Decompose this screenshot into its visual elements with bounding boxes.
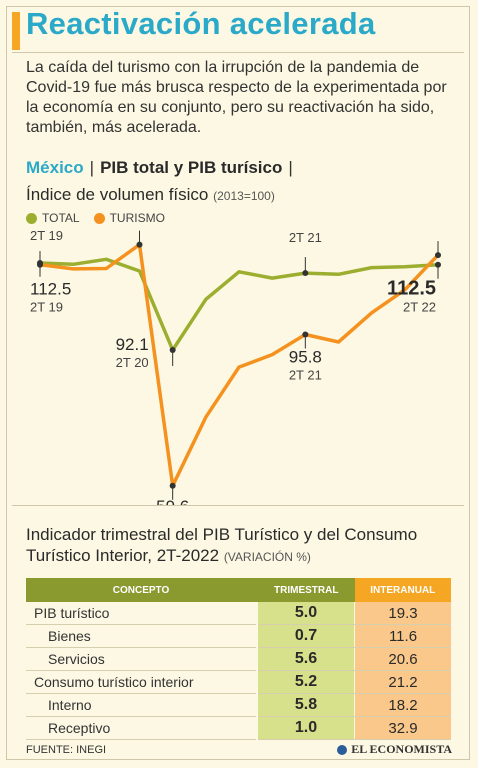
chart-measure-unit: (2013=100) bbox=[213, 189, 275, 203]
brand-name: EL ECONOMISTA bbox=[351, 742, 452, 756]
table-title: Indicador trimestral del PIB Turístico y… bbox=[26, 524, 456, 568]
intro-text: La caída del turismo con la irrupción de… bbox=[26, 59, 447, 136]
source-note: FUENTE: INEGI bbox=[26, 744, 107, 756]
legend-item-total: TOTAL bbox=[26, 211, 80, 225]
series-line-turismo bbox=[38, 242, 440, 488]
chart-divider bbox=[12, 505, 464, 506]
table-row: Consumo turístico interior 5.2 21.2 bbox=[26, 670, 451, 694]
title-divider bbox=[12, 52, 464, 53]
annotation-value: 112.5 bbox=[387, 278, 436, 300]
annotation-point bbox=[37, 261, 43, 268]
indicator-table: CONCEPTO TRIMESTRAL INTERANUAL PIB turís… bbox=[26, 578, 451, 740]
table-row: Bienes 0.7 11.6 bbox=[26, 624, 451, 648]
annotation-period: 2T 21 bbox=[289, 230, 322, 245]
annotation-period: 2T 19 bbox=[30, 300, 63, 315]
table-title-text: Indicador trimestral del PIB Turístico y… bbox=[26, 525, 418, 565]
brand-logo: EL ECONOMISTA bbox=[337, 742, 452, 757]
row-concept: Servicios bbox=[26, 647, 256, 671]
row-concept: PIB turístico bbox=[26, 602, 256, 625]
title-accent-bar bbox=[12, 12, 20, 50]
legend-item-turismo: TURISMO bbox=[93, 211, 165, 225]
row-interanual: 18.2 bbox=[354, 693, 451, 717]
legend-label-turismo: TURISMO bbox=[109, 211, 165, 225]
annotation-value: 110.5 bbox=[285, 225, 326, 229]
annotation-value: 59.6 bbox=[156, 497, 189, 505]
annotation-period: 2T 20 bbox=[116, 355, 149, 370]
table-row: Receptivo 1.0 32.9 bbox=[26, 716, 451, 740]
row-gap bbox=[256, 647, 258, 671]
row-gap bbox=[256, 670, 258, 694]
table-row: Interno 5.8 18.2 bbox=[26, 693, 451, 717]
row-gap bbox=[256, 693, 258, 717]
header-concepto: CONCEPTO bbox=[26, 578, 256, 602]
annotation-value: 92.1 bbox=[116, 335, 149, 354]
header-gap bbox=[256, 578, 258, 602]
header-trimestral: TRIMESTRAL bbox=[258, 578, 355, 602]
row-gap bbox=[256, 624, 258, 648]
table-row: PIB turístico 5.0 19.3 bbox=[26, 602, 451, 625]
row-interanual: 32.9 bbox=[354, 716, 451, 740]
country-label: México bbox=[26, 158, 84, 177]
row-trimestral: 5.0 bbox=[258, 602, 355, 625]
legend-label-total: TOTAL bbox=[42, 211, 80, 225]
header-interanual: INTERANUAL bbox=[354, 578, 451, 602]
annotation-value: 112.5 bbox=[30, 280, 71, 299]
economista-logo-icon bbox=[337, 744, 348, 755]
row-concept: Interno bbox=[26, 693, 256, 717]
chart-legend: TOTAL TURISMO bbox=[26, 211, 179, 225]
table-row: Servicios 5.6 20.6 bbox=[26, 647, 451, 671]
table-header-row: CONCEPTO TRIMESTRAL INTERANUAL bbox=[26, 578, 451, 602]
annotation-point bbox=[435, 261, 441, 268]
annotation-value: 95.8 bbox=[289, 347, 322, 366]
row-concept: Receptivo bbox=[26, 716, 256, 740]
table-unit: (VARIACIÓN %) bbox=[223, 550, 311, 564]
infographic-frame bbox=[6, 6, 470, 760]
row-trimestral: 5.6 bbox=[258, 647, 355, 671]
row-concept: Consumo turístico interior bbox=[26, 670, 256, 694]
row-trimestral: 1.0 bbox=[258, 716, 355, 740]
annotation-period: 2T 21 bbox=[289, 367, 322, 382]
row-trimestral: 0.7 bbox=[258, 624, 355, 648]
legend-swatch-total bbox=[26, 212, 37, 224]
chart-subhead: México | PIB total y PIB turísico | bbox=[26, 158, 299, 178]
row-concept: Bienes bbox=[26, 624, 256, 648]
row-trimestral: 5.8 bbox=[258, 693, 355, 717]
legend-swatch-turismo bbox=[93, 212, 105, 224]
annotation-period: 2T 19 bbox=[30, 228, 63, 243]
chart-subtitle: Índice de volumen físico (2013=100) bbox=[26, 185, 275, 205]
subhead-separator-2: | bbox=[288, 158, 293, 177]
page-title: Reactivación acelerada bbox=[26, 6, 376, 41]
row-interanual: 20.6 bbox=[354, 647, 451, 671]
chart-measure: Índice de volumen físico bbox=[26, 185, 209, 204]
row-interanual: 21.2 bbox=[354, 670, 451, 694]
chart-topic: PIB total y PIB turísico bbox=[100, 158, 283, 177]
row-gap bbox=[256, 602, 258, 625]
series-line-total bbox=[38, 257, 440, 352]
annotation-value: 112.9 bbox=[30, 225, 71, 227]
annotation-period: 2T 22 bbox=[403, 300, 436, 315]
subhead-separator: | bbox=[89, 158, 95, 177]
row-interanual: 11.6 bbox=[354, 624, 451, 648]
row-interanual: 19.3 bbox=[354, 602, 451, 625]
row-gap bbox=[256, 716, 258, 740]
row-trimestral: 5.2 bbox=[258, 670, 355, 694]
